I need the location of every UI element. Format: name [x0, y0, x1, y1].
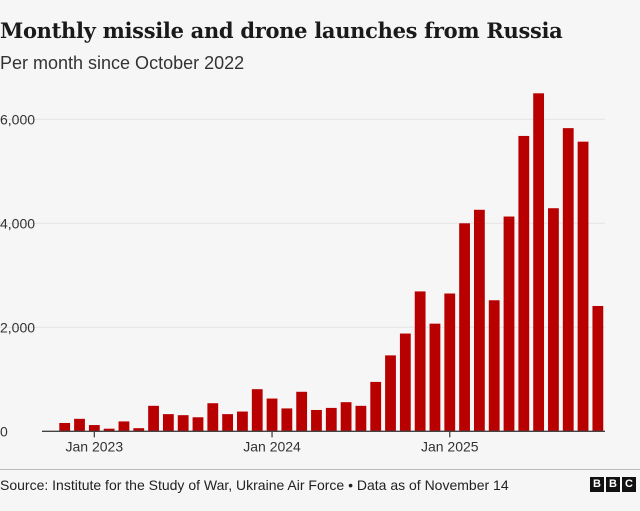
bar-jan-2024 [266, 398, 278, 432]
bar-feb-2023 [103, 428, 115, 432]
bar-jul-2025 [533, 93, 545, 432]
x-tick-label: Jan 2023 [66, 438, 124, 454]
bar-nov-2025 [592, 305, 604, 432]
bar-dec-2023 [251, 389, 263, 432]
bar-may-2024 [325, 407, 337, 432]
chart-title: Monthly missile and drone launches from … [0, 18, 563, 43]
bar-mar-2025 [473, 209, 485, 432]
bar-jun-2024 [340, 402, 352, 432]
y-tick-label: 0 [0, 423, 8, 439]
bar-oct-2025 [577, 141, 589, 432]
footer-divider [0, 469, 640, 470]
bar-may-2025 [503, 216, 515, 432]
bar-oct-2023 [222, 414, 234, 432]
y-tick-label: 4,000 [0, 215, 35, 231]
bar-feb-2025 [459, 223, 470, 432]
y-tick-label: 2,000 [0, 319, 35, 335]
bar-dec-2022 [74, 418, 85, 432]
source-note: Source: Institute for the Study of War, … [0, 477, 509, 493]
bar-jul-2023 [177, 415, 189, 432]
chart-subtitle: Per month since October 2022 [0, 53, 245, 73]
bar-may-2023 [148, 405, 159, 432]
bar-apr-2023 [133, 428, 145, 432]
bar-sep-2024 [385, 355, 396, 432]
bar-aug-2025 [548, 208, 559, 432]
y-tick-label: 6,000 [0, 111, 35, 127]
bar-aug-2023 [192, 417, 204, 432]
bar-mar-2023 [118, 421, 130, 432]
bar-feb-2024 [281, 408, 293, 432]
bar-chart: 0 2,000 4,000 6,000 Jan 2023 Jan 2024 Jan 2025 [0, 93, 605, 454]
bar-jun-2025 [518, 135, 530, 432]
bar-nov-2023 [237, 411, 248, 432]
bar-dec-2024 [429, 323, 441, 432]
bar-aug-2024 [370, 381, 382, 432]
bar-jul-2024 [355, 405, 367, 432]
bar-jun-2023 [162, 414, 174, 432]
bar-jan-2023 [88, 425, 100, 432]
bar-nov-2024 [414, 291, 426, 432]
bar-apr-2024 [311, 409, 322, 432]
bar-apr-2025 [488, 300, 500, 432]
bar-jan-2025 [444, 293, 456, 432]
bar-mar-2024 [296, 391, 308, 432]
bar-oct-2024 [399, 333, 411, 432]
x-tick-label: Jan 2024 [243, 438, 301, 454]
bar-nov-2022 [59, 422, 71, 432]
x-tick-label: Jan 2025 [421, 438, 479, 454]
bar-sep-2023 [207, 403, 219, 432]
bar-sep-2025 [562, 128, 574, 432]
